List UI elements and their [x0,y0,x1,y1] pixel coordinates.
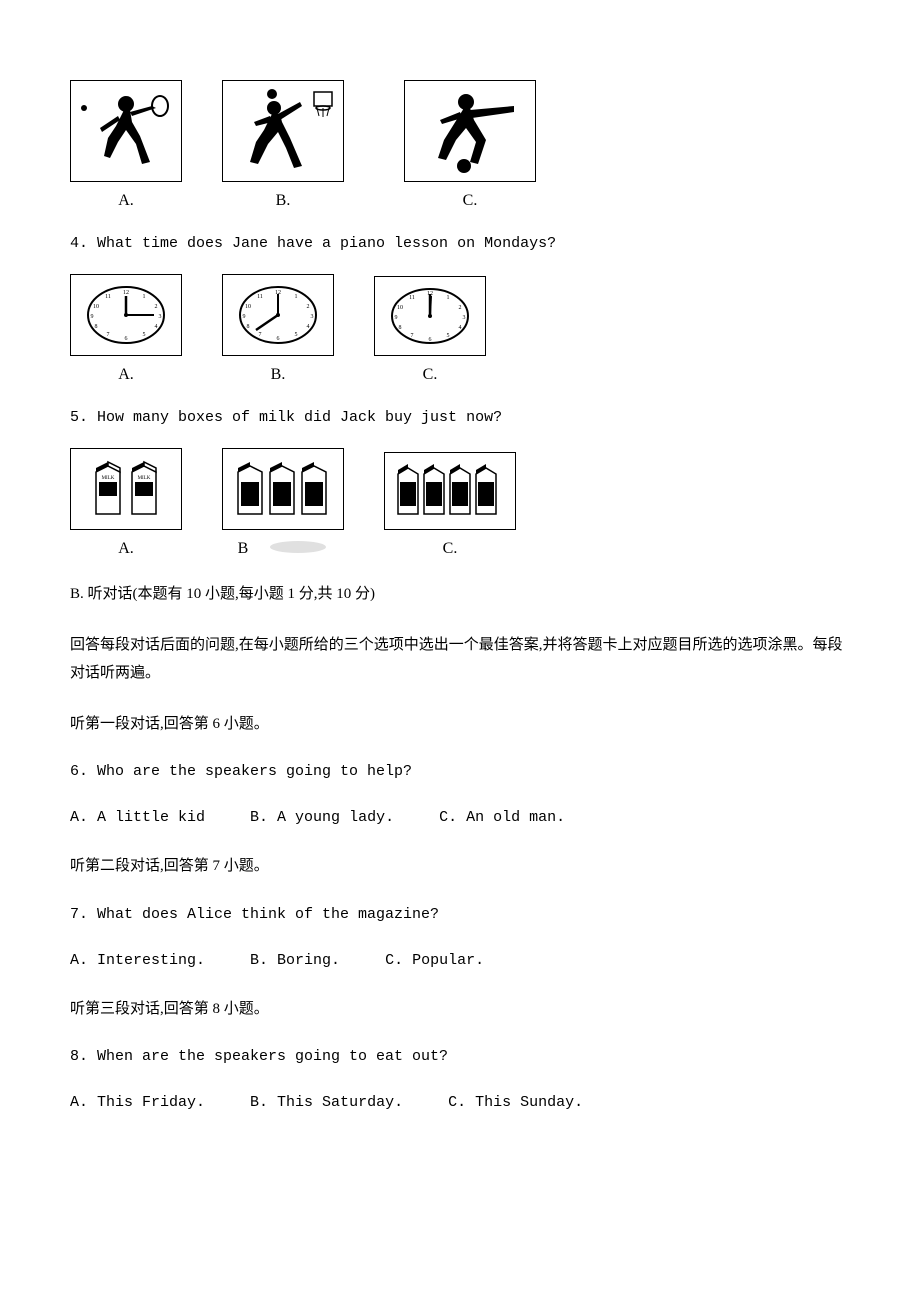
q7-option-c: C. Popular. [385,949,484,973]
svg-text:1: 1 [447,295,450,301]
q4-option-a: 1212 345 678 91011 A. [70,274,182,384]
svg-text:8: 8 [247,324,250,330]
svg-text:7: 7 [259,332,262,338]
svg-text:4: 4 [459,325,462,331]
q4-image-options: 1212 345 678 91011 A. 1212 345 678 91011 [70,274,850,384]
svg-text:1: 1 [143,294,146,300]
section-b-instructions: 回答每段对话后面的问题,在每小题所给的三个选项中选出一个最佳答案,并将答题卡上对… [70,631,850,688]
q5-text: 5. How many boxes of milk did Jack buy j… [70,406,850,430]
q8-options: A. This Friday. B. This Saturday. C. Thi… [70,1091,850,1115]
svg-text:11: 11 [409,295,415,301]
q3-option-b: B. [222,80,344,210]
q4-label-c: C. [423,366,438,384]
svg-text:5: 5 [447,333,450,339]
svg-text:2: 2 [307,304,310,310]
svg-text:6: 6 [277,336,280,342]
svg-text:12: 12 [123,290,129,296]
q3-option-a: A. [70,80,182,210]
clock-12-image: 1212 345 678 91011 [374,276,486,356]
svg-text:9: 9 [243,314,246,320]
clock-8-image: 1212 345 678 91011 [222,274,334,356]
q4-option-c: 1212 345 678 91011 C. [374,276,486,384]
q6-text: 6. Who are the speakers going to help? [70,760,850,784]
q6-option-b: B. A young lady. [250,806,394,830]
q7-option-b: B. Boring. [250,949,340,973]
milk-3-image [222,448,344,530]
q8-option-a: A. This Friday. [70,1091,205,1115]
svg-text:9: 9 [395,315,398,321]
q4-label-b: B. [271,366,286,384]
svg-text:11: 11 [105,294,111,300]
q4-option-b: 1212 345 678 91011 B. [222,274,334,384]
soccer-player-image [404,80,536,182]
svg-text:4: 4 [155,324,158,330]
dialog2-intro: 听第二段对话,回答第 7 小题。 [70,852,850,881]
svg-text:7: 7 [107,332,110,338]
q7-options: A. Interesting. B. Boring. C. Popular. [70,949,850,973]
svg-text:1: 1 [295,294,298,300]
section-b-heading: B. 听对话(本题有 10 小题,每小题 1 分,共 10 分) [70,580,850,609]
q7-text: 7. What does Alice think of the magazine… [70,903,850,927]
q5-option-a: MILK MILK A. [70,448,182,558]
svg-text:2: 2 [155,304,158,310]
dialog3-intro: 听第三段对话,回答第 8 小题。 [70,995,850,1024]
q7-option-a: A. Interesting. [70,949,205,973]
q3-option-c: C. [404,80,536,210]
q4-label-a: A. [118,366,134,384]
smudge-mark [268,538,328,556]
svg-text:3: 3 [311,314,314,320]
q5-image-options: MILK MILK A. [70,448,850,558]
q8-option-b: B. This Saturday. [250,1091,403,1115]
svg-text:5: 5 [143,332,146,338]
svg-text:9: 9 [91,314,94,320]
q3-label-b: B. [276,192,291,210]
q5-label-b: B [238,540,249,558]
svg-text:7: 7 [411,333,414,339]
svg-text:MILK: MILK [102,476,115,481]
q6-option-c: C. An old man. [439,806,565,830]
dialog1-intro: 听第一段对话,回答第 6 小题。 [70,710,850,739]
svg-text:10: 10 [245,304,251,310]
q8-option-c: C. This Sunday. [448,1091,583,1115]
svg-text:5: 5 [295,332,298,338]
svg-text:10: 10 [397,305,403,311]
svg-text:6: 6 [125,336,128,342]
milk-4-image [384,452,516,530]
q6-option-a: A. A little kid [70,806,205,830]
svg-text:3: 3 [159,314,162,320]
svg-text:8: 8 [399,325,402,331]
svg-text:3: 3 [463,315,466,321]
q3-label-c: C. [463,192,478,210]
milk-2-image: MILK MILK [70,448,182,530]
q5-option-b: B [222,448,344,558]
svg-text:MILK: MILK [138,476,151,481]
q5-label-c: C. [443,540,458,558]
q6-options: A. A little kid B. A young lady. C. An o… [70,806,850,830]
basketball-player-image [222,80,344,182]
q5-label-a: A. [118,540,134,558]
svg-text:2: 2 [459,305,462,311]
svg-text:11: 11 [257,294,263,300]
tennis-player-image [70,80,182,182]
q8-text: 8. When are the speakers going to eat ou… [70,1045,850,1069]
svg-text:8: 8 [95,324,98,330]
svg-text:10: 10 [93,304,99,310]
q3-label-a: A. [118,192,134,210]
clock-3-image: 1212 345 678 91011 [70,274,182,356]
svg-text:4: 4 [307,324,310,330]
q5-option-c: C. [384,452,516,558]
svg-text:6: 6 [429,337,432,343]
q4-text: 4. What time does Jane have a piano less… [70,232,850,256]
q3-image-options: A. B. [70,80,850,210]
